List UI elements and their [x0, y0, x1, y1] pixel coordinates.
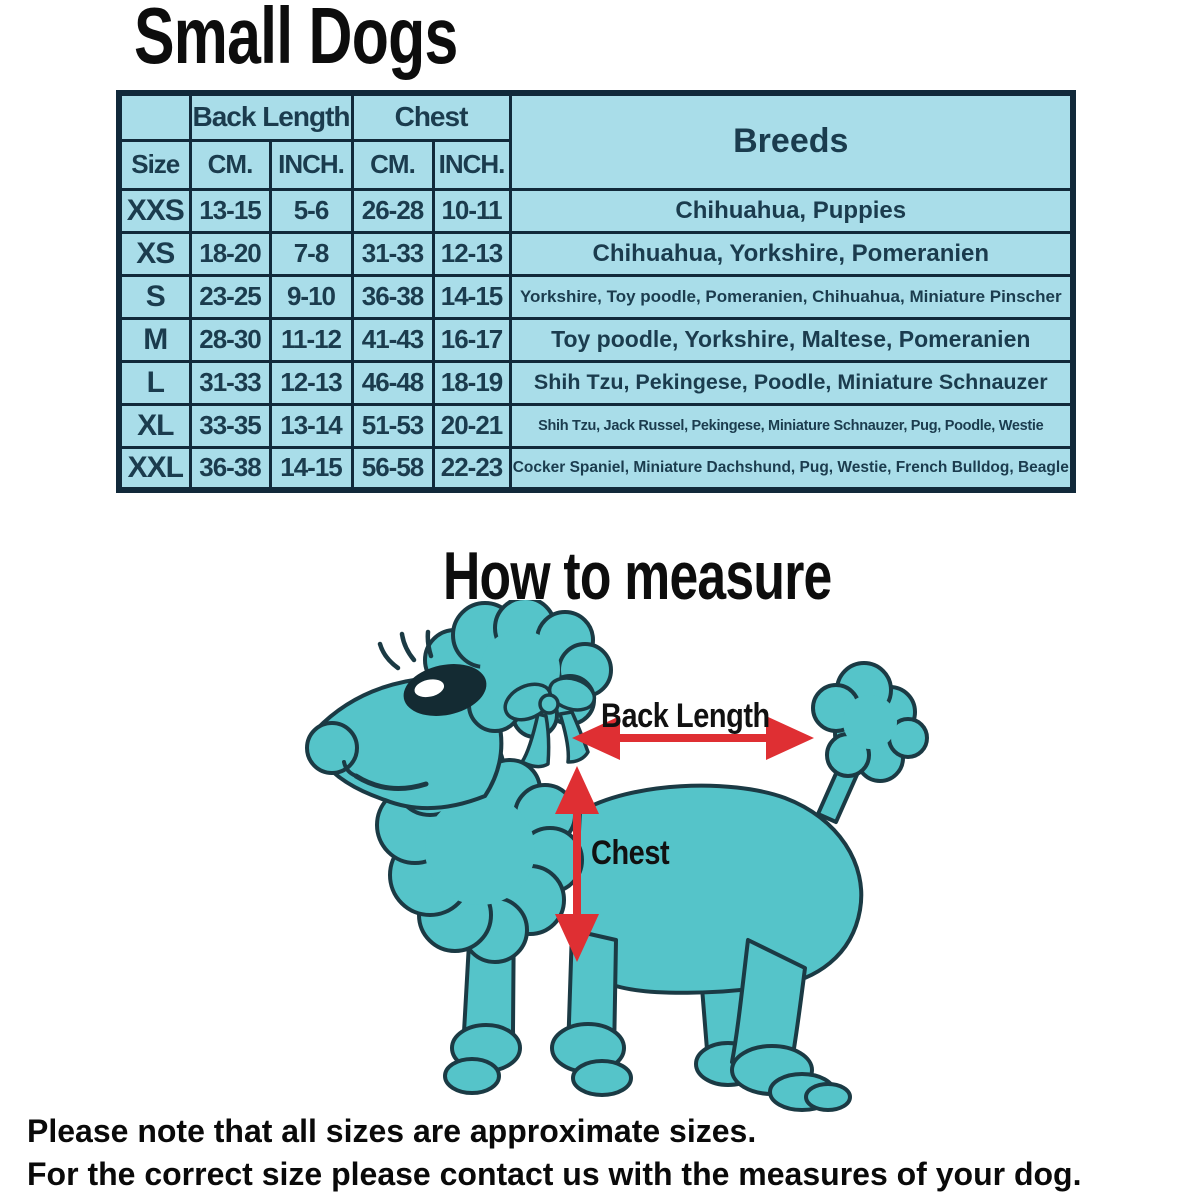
chest-group-header: Chest [350, 91, 512, 142]
breeds-cell: Shih Tzu, Jack Russel, Pekingese, Miniat… [508, 402, 1075, 449]
table-row: M 28-30 11-12 41-43 16-17 Toy poodle, Yo… [117, 316, 1075, 363]
back-cm-header: CM. [188, 138, 272, 191]
chest-cm-cell: 46-48 [350, 359, 435, 406]
back-length-label: Back Length [601, 697, 770, 735]
back-length-group-header: Back Length [188, 91, 354, 142]
chest-inch-cell: 18-19 [431, 359, 512, 406]
size-header: Size [117, 138, 192, 191]
size-cell: L [117, 359, 192, 406]
chest-label: Chest [591, 834, 670, 872]
chest-inch-cell: 14-15 [431, 273, 512, 320]
size-chart-table: Back Length Chest Breeds Size CM. INCH. … [116, 90, 1077, 493]
size-cell: XXS [117, 187, 192, 234]
size-cell: XXL [117, 445, 192, 492]
dog-tail-pompom [811, 661, 929, 783]
table-sub-header-row: Size CM. INCH. CM. INCH. [117, 138, 1073, 191]
back-cm-cell: 31-33 [188, 359, 272, 406]
back-inch-cell: 11-12 [268, 316, 354, 363]
chest-inch-header: INCH. [431, 138, 512, 191]
dog-nose [305, 721, 359, 775]
footer-note-line1: Please note that all sizes are approxima… [27, 1113, 757, 1149]
poodle-illustration [305, 600, 929, 1112]
dog-body [573, 783, 864, 995]
back-cm-cell: 23-25 [188, 273, 272, 320]
dog-bow [503, 676, 597, 769]
page-title: Small Dogs [134, 0, 458, 80]
chest-cm-cell: 36-38 [350, 273, 435, 320]
chest-cm-header: CM. [350, 138, 435, 191]
table-row: XXL 36-38 14-15 56-58 22-23 Cocker Spani… [117, 445, 1075, 492]
table-row: XS 18-20 7-8 31-33 12-13 Chihuahua, York… [117, 230, 1075, 277]
back-cm-cell: 36-38 [188, 445, 272, 492]
back-length-arrow [572, 716, 814, 760]
table-row: XXS 13-15 5-6 26-28 10-11 Chihuahua, Pup… [117, 187, 1075, 234]
breeds-cell: Chihuahua, Puppies [508, 187, 1075, 234]
back-inch-cell: 9-10 [268, 273, 354, 320]
back-inch-cell: 7-8 [268, 230, 354, 277]
dog-eye [403, 664, 487, 716]
how-to-measure-title: How to measure [443, 538, 832, 614]
size-cell: M [117, 316, 192, 363]
chest-cm-cell: 26-28 [350, 187, 435, 234]
chest-cm-cell: 56-58 [350, 445, 435, 492]
chest-inch-cell: 10-11 [431, 187, 512, 234]
size-cell: S [117, 273, 192, 320]
table-row: S 23-25 9-10 36-38 14-15 Yorkshire, Toy … [117, 273, 1075, 320]
footer-notes: Please note that all sizes are approxima… [27, 1110, 1200, 1196]
back-cm-cell: 28-30 [188, 316, 272, 363]
back-inch-header: INCH. [268, 138, 354, 191]
chest-arrow [555, 766, 599, 962]
size-cell: XS [117, 230, 192, 277]
chest-inch-cell: 22-23 [431, 445, 512, 492]
chest-cm-cell: 31-33 [350, 230, 435, 277]
breeds-cell: Chihuahua, Yorkshire, Pomeranien [508, 230, 1075, 277]
back-cm-cell: 13-15 [188, 187, 272, 234]
footer-note-line2: For the correct size please contact us w… [27, 1156, 1082, 1192]
back-inch-cell: 14-15 [268, 445, 354, 492]
breeds-header: Breeds [508, 91, 1075, 191]
chest-cm-cell: 51-53 [350, 402, 435, 449]
breeds-cell: Shih Tzu, Pekingese, Poodle, Miniature S… [508, 359, 1075, 406]
breeds-cell: Cocker Spaniel, Miniature Dachshund, Pug… [508, 445, 1075, 492]
chest-cm-cell: 41-43 [350, 316, 435, 363]
chest-inch-cell: 12-13 [431, 230, 512, 277]
breeds-cell: Toy poodle, Yorkshire, Maltese, Pomerani… [508, 316, 1075, 363]
breeds-cell: Yorkshire, Toy poodle, Pomeranien, Chihu… [508, 273, 1075, 320]
table-group-header-row: Back Length Chest Breeds [117, 91, 1075, 191]
back-inch-cell: 5-6 [268, 187, 354, 234]
size-header-spacer [117, 91, 192, 142]
dog-eyelashes [377, 629, 434, 671]
table-row: L 31-33 12-13 46-48 18-19 Shih Tzu, Peki… [117, 359, 1075, 406]
back-cm-cell: 18-20 [188, 230, 272, 277]
back-inch-cell: 13-14 [268, 402, 354, 449]
back-inch-cell: 12-13 [268, 359, 354, 406]
size-cell: XL [117, 402, 192, 449]
dog-mouth [353, 773, 429, 791]
chest-inch-cell: 16-17 [431, 316, 512, 363]
table-row: XL 33-35 13-14 51-53 20-21 Shih Tzu, Jac… [117, 402, 1075, 449]
chest-inch-cell: 20-21 [431, 402, 512, 449]
back-cm-cell: 33-35 [188, 402, 272, 449]
